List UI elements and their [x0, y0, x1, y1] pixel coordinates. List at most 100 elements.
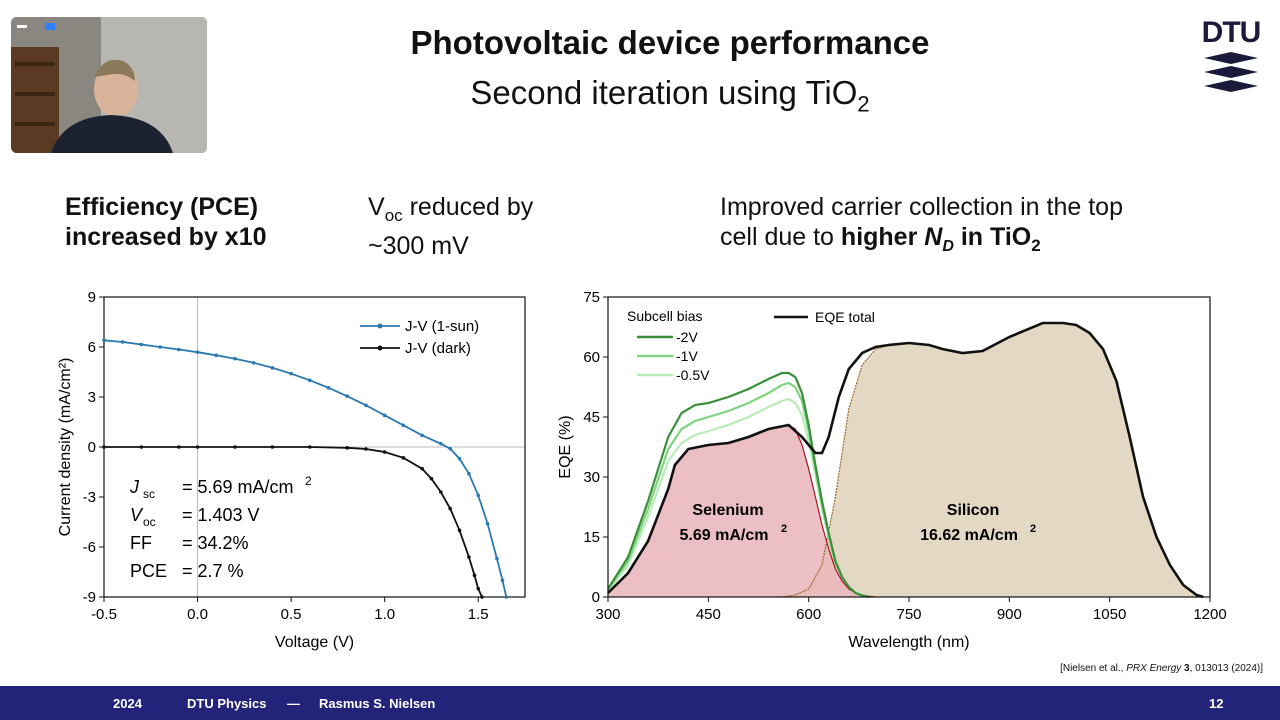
region-value-sup: 2	[781, 523, 787, 535]
data-point	[504, 595, 509, 599]
legend-label: J-V (1-sun)	[405, 318, 479, 335]
legend-label: J-V (dark)	[405, 340, 471, 357]
x-tick-label: 1050	[1093, 606, 1126, 623]
legend-label: -2V	[676, 329, 698, 345]
legend-label: -1V	[676, 348, 698, 364]
data-point	[467, 471, 471, 476]
data-point	[401, 423, 406, 428]
data-point	[139, 342, 144, 347]
legend-marker	[377, 345, 383, 351]
annotation-value: = 5.69 mA/cm	[182, 477, 294, 497]
data-point	[214, 353, 219, 358]
annotation-sub: oc	[143, 515, 156, 529]
region-value: 16.62 mA/cm	[920, 527, 1018, 544]
data-point	[485, 521, 490, 526]
point3-text-e: in TiO	[953, 223, 1032, 251]
x-tick-label: 300	[595, 606, 620, 623]
data-point	[500, 578, 505, 583]
point-efficiency: Efficiency (PCE) increased by x10	[65, 192, 267, 252]
region-label: Silicon	[947, 502, 999, 519]
data-point	[251, 361, 256, 365]
silicon-area	[781, 323, 1204, 597]
y-tick-label: 0	[592, 589, 600, 606]
series-line-light	[103, 339, 508, 598]
data-point	[326, 386, 331, 390]
cite-b: PRX Energy	[1126, 663, 1182, 674]
legend-title: Subcell bias	[627, 308, 703, 324]
cite-a: [Nielsen et al.,	[1060, 663, 1127, 674]
data-point	[289, 371, 293, 376]
data-point	[195, 350, 200, 354]
point2-line2: ~300 mV	[368, 232, 469, 260]
region-label: Selenium	[692, 502, 763, 519]
data-point	[420, 433, 424, 438]
x-tick-label: 600	[796, 606, 821, 623]
footer-author: Rasmus S. Nielsen	[319, 696, 436, 711]
data-point	[448, 506, 452, 511]
x-tick-label: 1.0	[374, 606, 395, 623]
dtu-logo: DTU	[1200, 16, 1262, 100]
slide-subtitle: Second iteration using TiO2	[300, 74, 1040, 118]
data-point	[364, 447, 368, 451]
point3-nd: N	[924, 223, 943, 251]
point-voc: Voc reduced by ~300 mV	[368, 192, 533, 261]
data-point	[382, 450, 387, 454]
point3-nd-sub: D	[942, 238, 954, 255]
data-point	[480, 595, 484, 599]
silicon-line	[781, 322, 1204, 598]
footer-bar: 2024 DTU Physics — Rasmus S. Nielsen 12	[0, 686, 1280, 720]
eqe-total-line	[607, 321, 1204, 599]
subtitle-text: Second iteration using TiO	[470, 74, 858, 111]
annotation-value: = 34.2%	[182, 533, 249, 553]
x-tick-label: 1200	[1193, 606, 1226, 623]
footer-org: DTU Physics	[187, 696, 267, 711]
y-tick-label: -9	[83, 589, 96, 606]
data-point	[429, 476, 434, 481]
data-point	[102, 338, 106, 343]
citation: [Nielsen et al., PRX Energy 3, 013013 (2…	[1060, 663, 1263, 674]
y-tick-label: 15	[583, 529, 600, 546]
subtitle-subscript: 2	[857, 91, 870, 117]
point-collection: Improved carrier collection in the top c…	[720, 192, 1123, 262]
data-point	[177, 347, 181, 352]
data-point	[139, 445, 144, 449]
eqe-chart: 300 450 600 750 900 1050 1200 75 60 45 30 15 0 Wavele…	[557, 289, 1227, 651]
data-point	[420, 466, 424, 471]
x-tick-label: 1.5	[468, 606, 489, 623]
data-point	[448, 446, 452, 451]
data-point	[457, 528, 462, 533]
data-point	[233, 356, 237, 361]
annotation-sub: sc	[143, 487, 155, 501]
point1-line2: increased by x10	[65, 223, 267, 251]
data-point	[439, 441, 443, 446]
footer-page: 12	[1209, 696, 1224, 711]
cite-c: 3	[1181, 663, 1190, 674]
data-point	[270, 366, 275, 370]
annotation-value: = 1.403 V	[182, 505, 260, 525]
data-point	[233, 445, 237, 449]
data-point	[308, 378, 312, 383]
data-point	[476, 493, 481, 498]
minimize-icon[interactable]	[17, 25, 27, 28]
data-point	[345, 446, 350, 450]
data-point	[457, 456, 462, 461]
point3-text-b: higher	[840, 223, 925, 251]
data-point	[495, 556, 499, 561]
logo-waves-icon	[1204, 52, 1258, 92]
data-point	[102, 445, 106, 449]
annotation-label: PCE	[130, 561, 167, 581]
y-tick-label: -6	[83, 539, 96, 556]
region-value-sup: 2	[1030, 523, 1036, 535]
share-icon[interactable]	[45, 23, 55, 30]
data-point	[345, 394, 350, 398]
point3-tio2-sub: 2	[1031, 236, 1041, 255]
point3-line2: cell due to higher ND in TiO2	[720, 222, 1123, 262]
slide-title: Photovoltaic device performance	[410, 24, 930, 61]
data-point	[439, 490, 443, 494]
x-tick-label: 0.0	[187, 606, 208, 623]
y-tick-label: 30	[583, 469, 600, 486]
y-tick-label: -3	[83, 489, 96, 506]
data-point	[308, 445, 312, 449]
point3-text-a: cell due to	[720, 223, 841, 251]
data-point	[467, 555, 471, 559]
